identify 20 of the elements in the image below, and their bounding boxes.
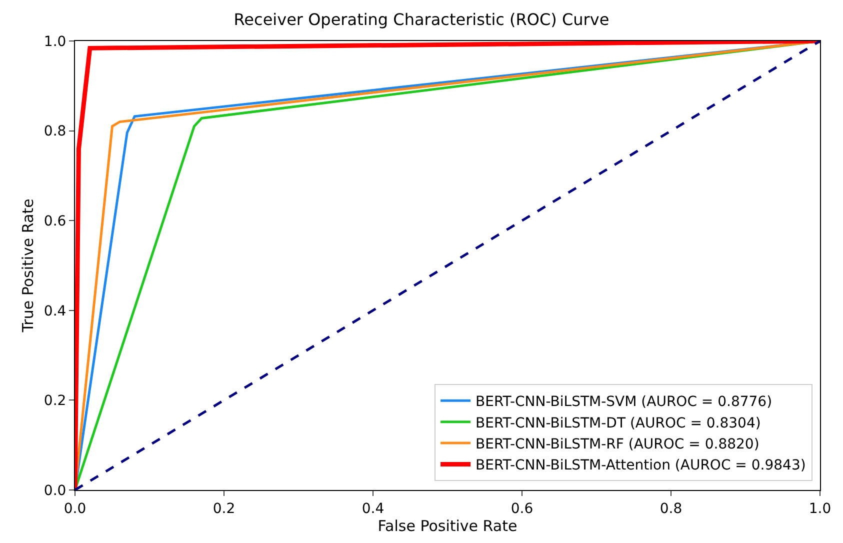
- y-tick-label: 1.0: [44, 34, 66, 50]
- legend-label: BERT-CNN-BiLSTM-DT (AUROC = 0.8304): [476, 415, 761, 432]
- x-tick-label: 0.4: [362, 500, 384, 517]
- line-series: [75, 41, 820, 490]
- legend-label: BERT-CNN-BiLSTM-SVM (AUROC = 0.8776): [476, 394, 772, 410]
- legend-label: BERT-CNN-BiLSTM-RF (AUROC = 0.8820): [476, 436, 760, 452]
- y-axis-title: True Positive Rate: [19, 198, 38, 334]
- y-tick-label: 0.8: [44, 124, 66, 140]
- y-tick-label: 0.4: [44, 303, 66, 320]
- x-tick-label: 1.0: [808, 500, 832, 517]
- x-tick-label: 0.2: [212, 500, 236, 517]
- x-tick-label: 0.0: [64, 500, 86, 517]
- y-tick-label: 0.2: [44, 393, 66, 410]
- y-tick-label: 0.6: [44, 214, 66, 230]
- x-tick-label: 0.6: [510, 500, 534, 517]
- x-tick-label: 0.8: [660, 500, 682, 517]
- chart-title: Receiver Operating Characteristic (ROC) Curve: [234, 10, 610, 29]
- y-tick-label: 0.0: [44, 482, 66, 499]
- x-axis-title: False Positive Rate: [378, 516, 518, 535]
- legend-label: BERT-CNN-BiLSTM-Attention (AUROC = 0.9843): [476, 458, 806, 474]
